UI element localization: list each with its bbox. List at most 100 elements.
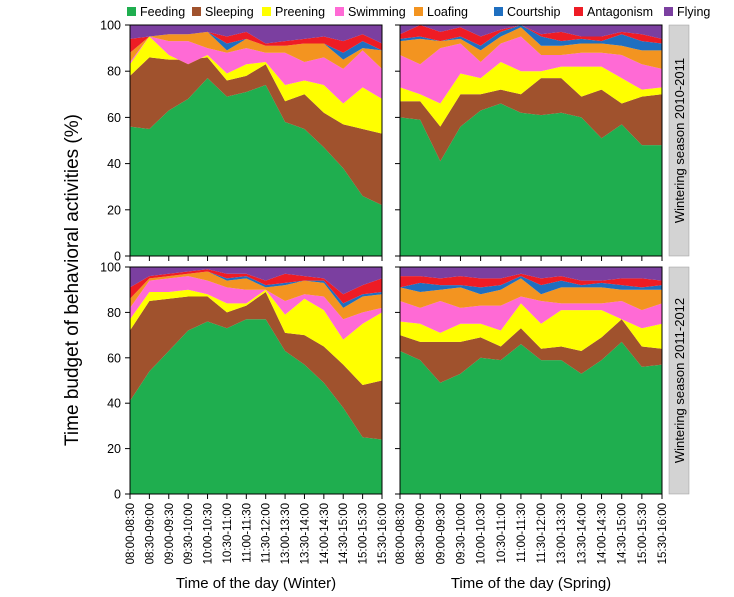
legend-swatch-flying [664,7,673,16]
panel-0-1 [395,24,663,261]
area-courtship-panel-0-1 [400,25,662,51]
panel-1-0: 0 20 40 60 80 100 08:00-08:30 08:30-09:00 09:00-… [100,261,389,565]
area-feeding-panel-0-1 [400,103,662,256]
area-flying-panel-1-1 [400,267,662,281]
row-strip-background [668,266,690,495]
area-swimming-panel-1-0 [130,276,382,340]
area-preening-panel-1-1 [400,303,662,351]
y-tick-label: 20 [107,203,121,217]
legend-label-feeding: Feeding [140,5,185,19]
y-tick-label: 80 [107,65,121,79]
legend-item-loafing: Loafing [414,5,468,19]
row-strip-0: Wintering season 2010-2011 [668,24,690,257]
x-axis-titles: Time of the day (Winter) Time of the day … [176,575,611,592]
area-preening-panel-1-0 [130,289,382,386]
legend-label-flying: Flying [677,5,710,19]
legend-item-antagonism: Antagonism [574,5,653,19]
legend-label-sleeping: Sleeping [205,5,254,19]
row-strips: Wintering season 2010-2011 Wintering seas… [668,24,690,495]
x-tick-label: 11:00-11:30 [516,503,528,563]
panel-0-0: 0 20 40 60 80 100 [100,19,383,264]
y-tick-label: 100 [100,261,121,275]
legend-label-courtship: Courtship [507,5,561,19]
x-tick-label: 08:30-09:00 [144,503,156,564]
x-tick-label: 08:00-08:30 [125,503,137,564]
legend-swatch-loafing [414,7,423,16]
area-sleeping-panel-0-0 [130,57,382,206]
panel-1-1: 08:00-08:30 08:30-09:00 09:00-09:30 09:30-1… [395,266,669,564]
legend-label-swimming: Swimming [348,5,406,19]
x-tick-label: 08:00-08:30 [395,503,407,564]
x-tick-label: 08:30-09:00 [415,503,427,564]
y-tick-label: 0 [114,250,121,264]
area-swimming-panel-1-1 [400,296,662,333]
area-sleeping-panel-1-1 [400,319,662,383]
x-tick-label: 14:30-15:00 [338,503,350,564]
legend-label-antagonism: Antagonism [587,5,653,19]
area-swimming-panel-0-0 [130,36,382,104]
legend-label-preening: Preening [275,5,325,19]
legend-item-sleeping: Sleeping [192,5,254,19]
panel-frame [129,24,383,257]
legend-swatch-antagonism [574,7,583,16]
area-antagonism-panel-1-0 [130,269,382,304]
row-strip-1: Wintering season 2011-2012 [668,266,690,495]
panel-frame [129,266,383,495]
y-axis-title: Time budget of behavioral activities (%) [62,114,83,446]
area-antagonism-panel-1-1 [400,273,662,288]
row-strip-label: Wintering season 2010-2011 [672,58,687,223]
area-feeding-panel-1-0 [130,319,382,494]
x-tick-label: 15:00-15:30 [637,503,649,564]
y-tick-label: 80 [107,306,121,320]
area-flying-panel-0-0 [130,25,382,44]
x-tick-label: 14:00-14:30 [597,503,609,564]
x-tick-label: 10:30-11:00 [496,503,508,564]
legend-item-swimming: Swimming [335,5,406,19]
area-courtship-panel-1-1 [400,276,662,295]
area-antagonism-panel-0-0 [130,31,382,53]
x-tick-label: 10:00-10:30 [203,503,215,564]
x-tick-label: 13:00-13:30 [556,503,568,564]
area-loafing-panel-1-1 [400,278,662,311]
legend-label-loafing: Loafing [427,5,468,19]
x-tick-label: 11:00-11:30 [241,503,253,563]
x-axis-title-0: Time of the day (Winter) [176,575,336,592]
area-flying-panel-0-1 [400,25,662,39]
y-tick-label: 100 [100,19,121,33]
x-tick-label: 09:30-10:00 [456,503,468,564]
x-tick-label: 09:00-09:30 [435,503,447,564]
area-swimming-panel-0-1 [400,36,662,104]
x-tick-label: 13:30-14:00 [576,503,588,564]
legend-item-courtship: Courtship [494,5,561,19]
legend: Feeding Sleeping Preening Swimming Loafing Co… [127,5,710,19]
panel-frame [399,266,663,495]
legend-item-feeding: Feeding [127,5,185,19]
legend-item-flying: Flying [664,5,710,19]
y-tick-label: 0 [114,488,121,502]
x-tick-label: 14:30-15:00 [617,503,629,564]
x-tick-label: 11:30-12:00 [261,503,273,564]
y-tick-label: 40 [107,397,121,411]
row-strip-label: Wintering season 2011-2012 [672,298,687,463]
legend-swatch-swimming [335,7,344,16]
area-loafing-panel-1-0 [130,271,382,320]
x-tick-label: 13:30-14:00 [300,503,312,564]
legend-swatch-courtship [494,7,503,16]
x-tick-label: 10:30-11:00 [222,503,234,564]
area-flying-panel-1-0 [130,267,382,295]
x-tick-label: 11:30-12:00 [536,503,548,564]
x-tick-label: 14:00-14:30 [319,503,331,564]
x-axis-title-1: Time of the day (Spring) [451,575,611,592]
area-preening-panel-0-1 [400,61,662,127]
y-tick-label: 40 [107,157,121,171]
area-loafing-panel-0-1 [400,27,662,69]
area-loafing-panel-0-0 [130,31,382,69]
y-tick-label: 60 [107,351,121,365]
x-tick-label: 15:30-16:00 [377,503,389,564]
row-strip-background [668,24,690,257]
legend-swatch-sleeping [192,7,201,16]
panel-frame [399,24,663,257]
area-sleeping-panel-1-0 [130,291,382,440]
